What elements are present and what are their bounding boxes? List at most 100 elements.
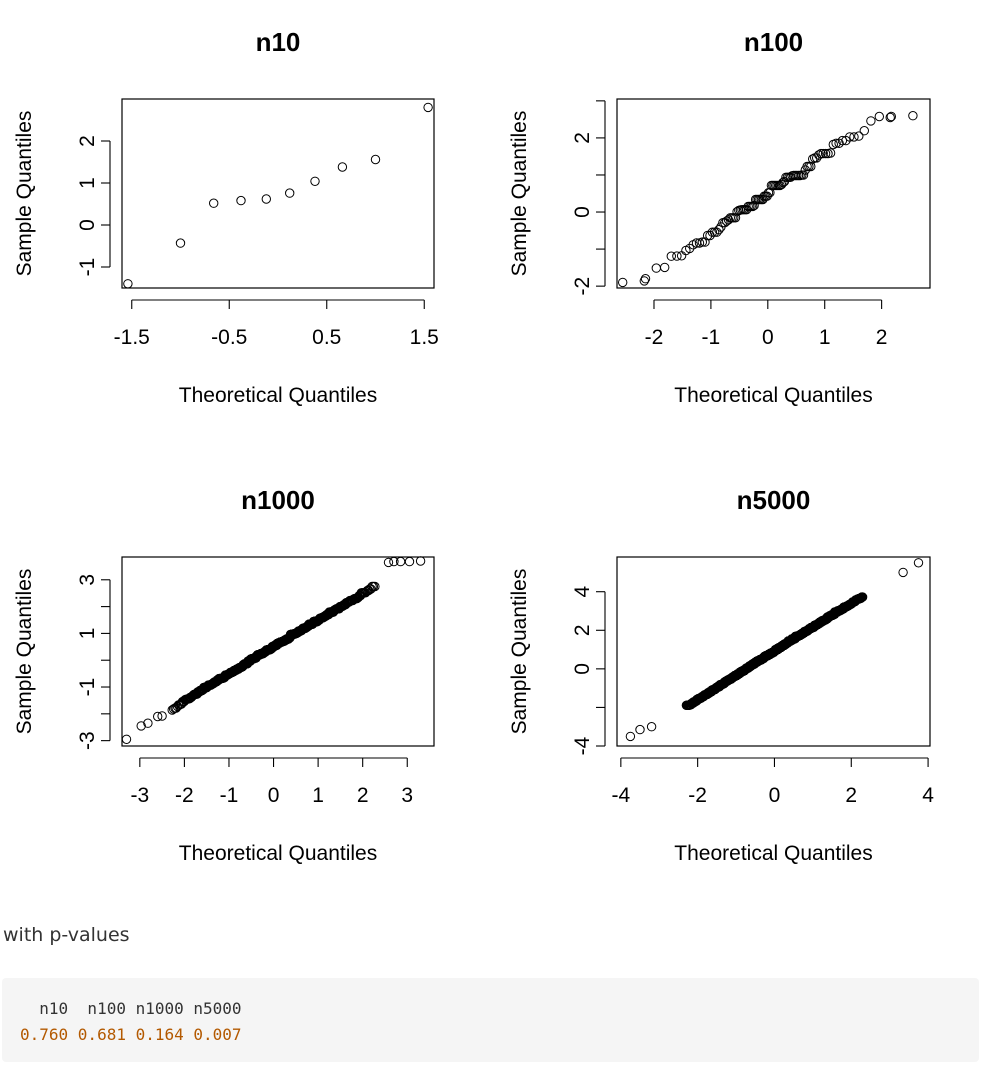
data-point [714,225,724,235]
data-point [121,734,132,744]
plot-title: n5000 [737,485,811,515]
data-point [707,227,718,237]
qq-plot-grid: n10 -1.5 -0.5 0.5 1.5 -1 0 1 2 Theoretical Quanti… [13,27,934,865]
data-point [820,148,831,159]
data-point [697,237,707,247]
data-point [236,195,246,206]
data-point [285,188,295,198]
y-tick-label: 3 [76,574,99,586]
data-points [618,111,918,288]
data-point [866,116,876,126]
data-point [885,112,895,123]
data-point [383,557,394,568]
data-point [886,111,896,122]
x-tick-label: 1 [312,784,324,807]
data-point [700,237,710,247]
data-point [639,276,649,286]
data-point [825,148,836,158]
y-tick-label: -2 [571,277,594,296]
x-tick-label: 2 [357,784,369,807]
data-point [776,179,787,190]
data-point [666,251,676,261]
x-tick-label: -1 [220,784,239,807]
data-point [415,556,426,566]
x-tick-label: 0.5 [312,326,341,349]
data-point [261,194,271,204]
data-point [859,126,869,136]
data-point [640,274,651,284]
x-axis-label: Theoretical Quantiles [179,384,377,407]
data-point [845,132,855,142]
y-tick-label: 1 [76,628,99,640]
x-tick-label: -4 [611,784,630,807]
data-point [143,718,153,728]
data-point [370,154,381,165]
data-point [136,721,146,731]
y-tick-label: -1 [76,678,99,697]
y-tick-label: 0 [571,663,594,675]
y-tick-label: -3 [76,731,99,750]
data-point [685,243,695,254]
x-tick-label: 4 [922,784,934,807]
data-point [209,198,219,208]
x-tick-label: 1.5 [410,326,439,349]
x-tick-label: -2 [688,784,707,807]
data-point [816,148,826,159]
data-point [395,556,406,567]
y-tick-label: 2 [571,624,594,636]
data-point [123,279,133,289]
plot-frame [121,556,435,747]
x-tick-label: -1 [702,326,721,349]
x-axis: -1.5 -0.5 0.5 1.5 [114,299,439,349]
x-tick-label: -3 [130,784,149,807]
y-axis-label: Sample Quantiles [508,569,531,735]
data-point [672,251,682,261]
x-tick-label: 1 [819,326,831,349]
plot-frame [616,98,931,289]
x-tick-label: -1.5 [114,326,150,349]
data-point [389,556,399,567]
data-point [854,131,864,141]
data-point [337,162,348,172]
data-point [618,277,628,288]
data-point [404,556,415,567]
plot-frame [616,556,931,747]
data-point [676,251,687,261]
y-tick-label: 0 [76,219,99,231]
x-axis: -4 -2 0 2 4 [611,757,934,807]
y-axis-label: Sample Quantiles [13,111,36,277]
x-tick-label: 3 [401,784,413,807]
y-axis-label: Sample Quantiles [13,569,36,735]
x-tick-label: 2 [876,326,888,349]
x-tick-label: -2 [645,326,664,349]
data-point [849,132,859,142]
y-tick-label: -1 [76,258,99,277]
y-tick-label: 0 [571,206,594,218]
data-point [157,711,167,721]
data-point [806,161,816,172]
y-axis-label: Sample Quantiles [508,111,531,277]
x-tick-label: -0.5 [211,326,247,349]
x-axis: -2 -1 0 1 2 [645,299,888,349]
data-point [310,176,320,187]
y-axis: -202 [571,100,606,296]
data-point [818,148,828,159]
x-axis: -3 -2 -1 0 1 2 3 [130,757,413,807]
x-tick-label: 0 [769,784,781,807]
data-point [153,711,163,722]
y-tick-label: -4 [571,736,594,755]
data-point [831,138,841,149]
data-points [123,102,433,289]
y-tick-label: 1 [76,177,99,189]
y-axis: -3 -1 1 3 [76,574,111,750]
data-point [837,135,848,146]
x-tick-label: 0 [268,784,280,807]
plot-title: n10 [256,27,301,57]
plot-title: n100 [744,27,803,57]
